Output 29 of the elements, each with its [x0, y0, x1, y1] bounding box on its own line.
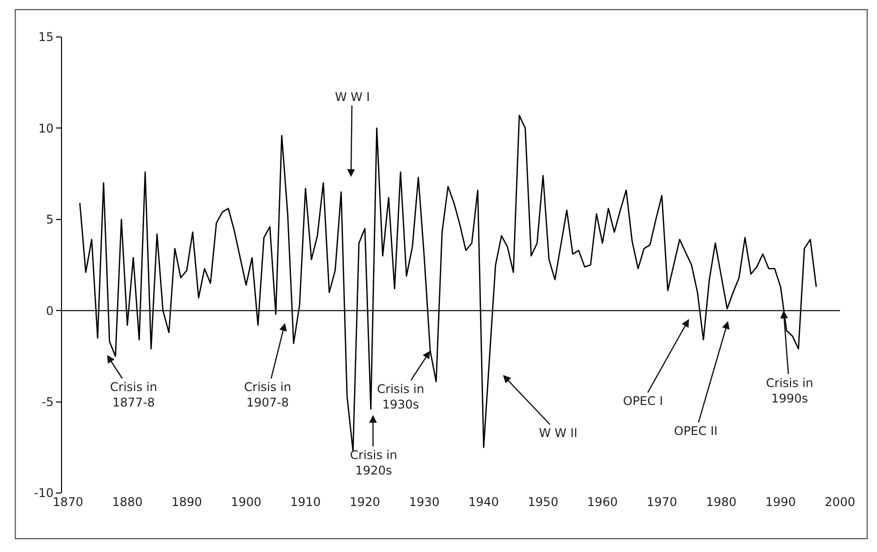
annotation: Crisis in 1877-8 — [110, 380, 158, 410]
y-tick-label: 5 — [46, 212, 54, 227]
y-tick-label: 10 — [38, 121, 54, 136]
annotation: W W II — [539, 426, 578, 440]
x-tick-label: 1900 — [230, 495, 262, 509]
x-tick-label: 1970 — [646, 495, 678, 509]
x-tick-label: 1990 — [765, 495, 796, 509]
y-tick-label: 15 — [38, 30, 54, 44]
annotation: W W I — [335, 90, 370, 104]
annotation: Crisis in 1930s — [377, 382, 424, 412]
annotation: OPEC I — [623, 394, 663, 408]
annotation: Crisis in 1920s — [350, 448, 398, 478]
y-tick-label: 0 — [46, 304, 54, 318]
x-tick-label: 1950 — [528, 495, 558, 509]
x-tick-label: 1880 — [112, 495, 143, 509]
x-tick-label: 1930 — [408, 495, 440, 509]
x-tick-label: 1870 — [52, 495, 84, 509]
annotation: OPEC II — [674, 424, 718, 438]
x-tick-label: 1940 — [468, 495, 499, 509]
annotation: Crisis in 1907-8 — [244, 380, 292, 410]
x-tick-label: 1890 — [171, 495, 202, 509]
y-tick-label: -10 — [34, 486, 54, 500]
x-tick-label: 1920 — [350, 495, 380, 509]
y-tick-label: -5 — [42, 395, 54, 409]
annotation: Crisis in 1990s — [766, 376, 814, 406]
x-tick-label: 1960 — [587, 495, 618, 509]
x-tick-label: 2000 — [824, 495, 856, 509]
x-tick-label: 1910 — [290, 495, 321, 509]
x-tick-label: 1980 — [706, 495, 736, 509]
